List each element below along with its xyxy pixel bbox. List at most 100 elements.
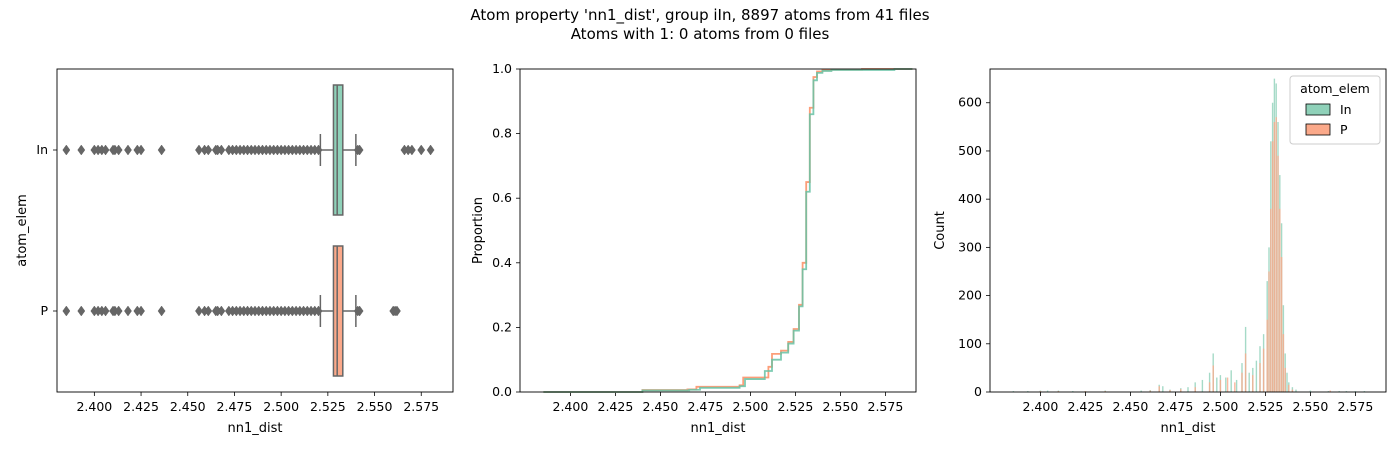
boxplot-frame bbox=[56, 68, 454, 393]
boxplot-box-P bbox=[332, 245, 344, 377]
ecdf-ytick-label: 0.0 bbox=[492, 384, 512, 399]
hist-bar-In bbox=[1027, 391, 1029, 392]
boxplot-xtick-label: 2.475 bbox=[217, 399, 253, 414]
hist-bar-In bbox=[1248, 372, 1250, 392]
hist-bar-P bbox=[1288, 384, 1290, 392]
ecdf-xtick-label: 2.425 bbox=[598, 399, 634, 414]
hist-xtick-label: 2.425 bbox=[1068, 399, 1104, 414]
hist-bar-P bbox=[1270, 208, 1272, 392]
hist-ytick-label: 600 bbox=[958, 95, 982, 110]
boxplot-xtick-label: 2.575 bbox=[403, 399, 439, 414]
hist-legend-title: atom_elem bbox=[1300, 81, 1370, 96]
hist-bar-In bbox=[1327, 391, 1330, 392]
hist-bar-P bbox=[1039, 391, 1042, 392]
boxplot-outlier-In bbox=[217, 144, 226, 156]
boxplot-outlier-In bbox=[101, 144, 110, 156]
hist-bar-P bbox=[1259, 363, 1261, 392]
hist-legend-swatch-P bbox=[1305, 123, 1331, 136]
boxplot-xtick-label: 2.400 bbox=[76, 399, 112, 414]
hist-xtick-label: 2.550 bbox=[1293, 399, 1329, 414]
figure-title-line2: Atoms with 1: 0 atoms from 0 files bbox=[570, 25, 830, 43]
hist-bar-P bbox=[1208, 382, 1211, 392]
hist-bar-P bbox=[1252, 375, 1254, 392]
hist-xtick-label: 2.575 bbox=[1338, 399, 1374, 414]
hist-bar-In bbox=[1354, 391, 1357, 392]
boxplot-outlier-P bbox=[204, 305, 213, 317]
boxplot-outlier-P bbox=[114, 305, 123, 317]
hist-ylabel: Count bbox=[933, 211, 948, 250]
boxplot-outlier-P bbox=[62, 305, 71, 317]
hist-bar-P bbox=[1291, 389, 1294, 392]
boxplot-outlier-P bbox=[77, 305, 86, 317]
hist-bar-P bbox=[1280, 257, 1283, 392]
hist-bar-P bbox=[1244, 353, 1247, 392]
hist-bar-P bbox=[1279, 208, 1281, 392]
hist-bar-P bbox=[1149, 390, 1151, 392]
boxplot-ylabel: atom_elem bbox=[15, 194, 30, 266]
hist-bar-P bbox=[1268, 271, 1270, 392]
boxplot-outlier-In bbox=[77, 144, 86, 156]
hist-bar-In bbox=[1255, 360, 1258, 392]
boxplot-outlier-P bbox=[217, 305, 226, 317]
hist-bar-In bbox=[1140, 390, 1142, 392]
hist-bar-In bbox=[1046, 390, 1049, 392]
hist-ytick-label: 200 bbox=[958, 288, 982, 303]
hist-xtick-label: 2.525 bbox=[1248, 399, 1284, 414]
hist-bar-P bbox=[1262, 348, 1265, 392]
boxplot-outlier-In bbox=[314, 144, 323, 156]
hist-xlabel: nn1_dist bbox=[1161, 421, 1216, 436]
ecdf-ytick-label: 0.4 bbox=[492, 255, 512, 270]
hist-xtick-label: 2.500 bbox=[1203, 399, 1239, 414]
hist-bar-In bbox=[1225, 377, 1227, 392]
hist-bar-P bbox=[1219, 379, 1222, 392]
ecdf-ytick-label: 0.8 bbox=[492, 126, 512, 141]
hist-bar-P bbox=[1180, 389, 1182, 392]
hist-bar-P bbox=[1284, 367, 1286, 392]
ecdf-frame bbox=[519, 68, 917, 393]
figure-title-line1: Atom property 'nn1_dist', group iIn, 889… bbox=[470, 6, 930, 24]
boxplot-outlier-In bbox=[114, 144, 123, 156]
ecdf-ytick-label: 1.0 bbox=[492, 61, 512, 76]
boxplot-xtick-label: 2.500 bbox=[263, 399, 299, 414]
ecdf-ytick-label: 0.2 bbox=[492, 319, 512, 334]
hist-bar-P bbox=[1084, 391, 1087, 392]
ecdf-xlabel: nn1_dist bbox=[691, 421, 746, 436]
hist-bar-P bbox=[1194, 387, 1196, 392]
boxplot-outlier-P bbox=[355, 305, 364, 317]
hist-bar-P bbox=[1212, 365, 1214, 392]
hist-bar-In bbox=[1162, 386, 1164, 392]
hist-bar-P bbox=[1271, 141, 1274, 392]
boxplot-outlier-P bbox=[101, 305, 110, 317]
hist-bar-P bbox=[1234, 382, 1236, 392]
hist-ytick-label: 0 bbox=[974, 384, 982, 399]
boxplot-outlier-In bbox=[417, 144, 426, 156]
hist-bar-In bbox=[1345, 391, 1348, 392]
ecdf-ylabel: Proportion bbox=[471, 197, 486, 264]
boxplot-xtick-label: 2.525 bbox=[310, 399, 346, 414]
boxplot-outlier-P bbox=[157, 305, 166, 317]
hist-bar-In bbox=[1187, 387, 1189, 392]
ecdf-ytick-label: 0.6 bbox=[492, 190, 512, 205]
boxplot-outlier-In bbox=[426, 144, 435, 156]
hist-bar-In bbox=[1216, 377, 1218, 392]
ecdf-xtick-label: 2.500 bbox=[733, 399, 769, 414]
ecdf-line-In bbox=[543, 68, 913, 393]
hist-frame bbox=[989, 68, 1387, 393]
ecdf-xtick-label: 2.450 bbox=[643, 399, 679, 414]
boxplot-ytick-label-In: In bbox=[36, 142, 48, 157]
hist-bar-In bbox=[1295, 389, 1297, 392]
boxplot-xtick-label: 2.550 bbox=[357, 399, 393, 414]
hist-xtick-label: 2.400 bbox=[1023, 399, 1059, 414]
boxplot-outlier-In bbox=[204, 144, 213, 156]
hist-bar-In bbox=[1309, 390, 1312, 392]
boxplot-outlier-In bbox=[157, 144, 166, 156]
boxplot-outlier-In bbox=[62, 144, 71, 156]
hist-bar-In bbox=[1230, 370, 1232, 392]
boxplot-box-In bbox=[332, 84, 344, 216]
boxplot-outlier-In bbox=[407, 144, 416, 156]
hist-bar-P bbox=[1273, 122, 1276, 393]
boxplot-xlabel: nn1_dist bbox=[228, 421, 283, 436]
boxplot-outlier-In bbox=[137, 144, 145, 156]
